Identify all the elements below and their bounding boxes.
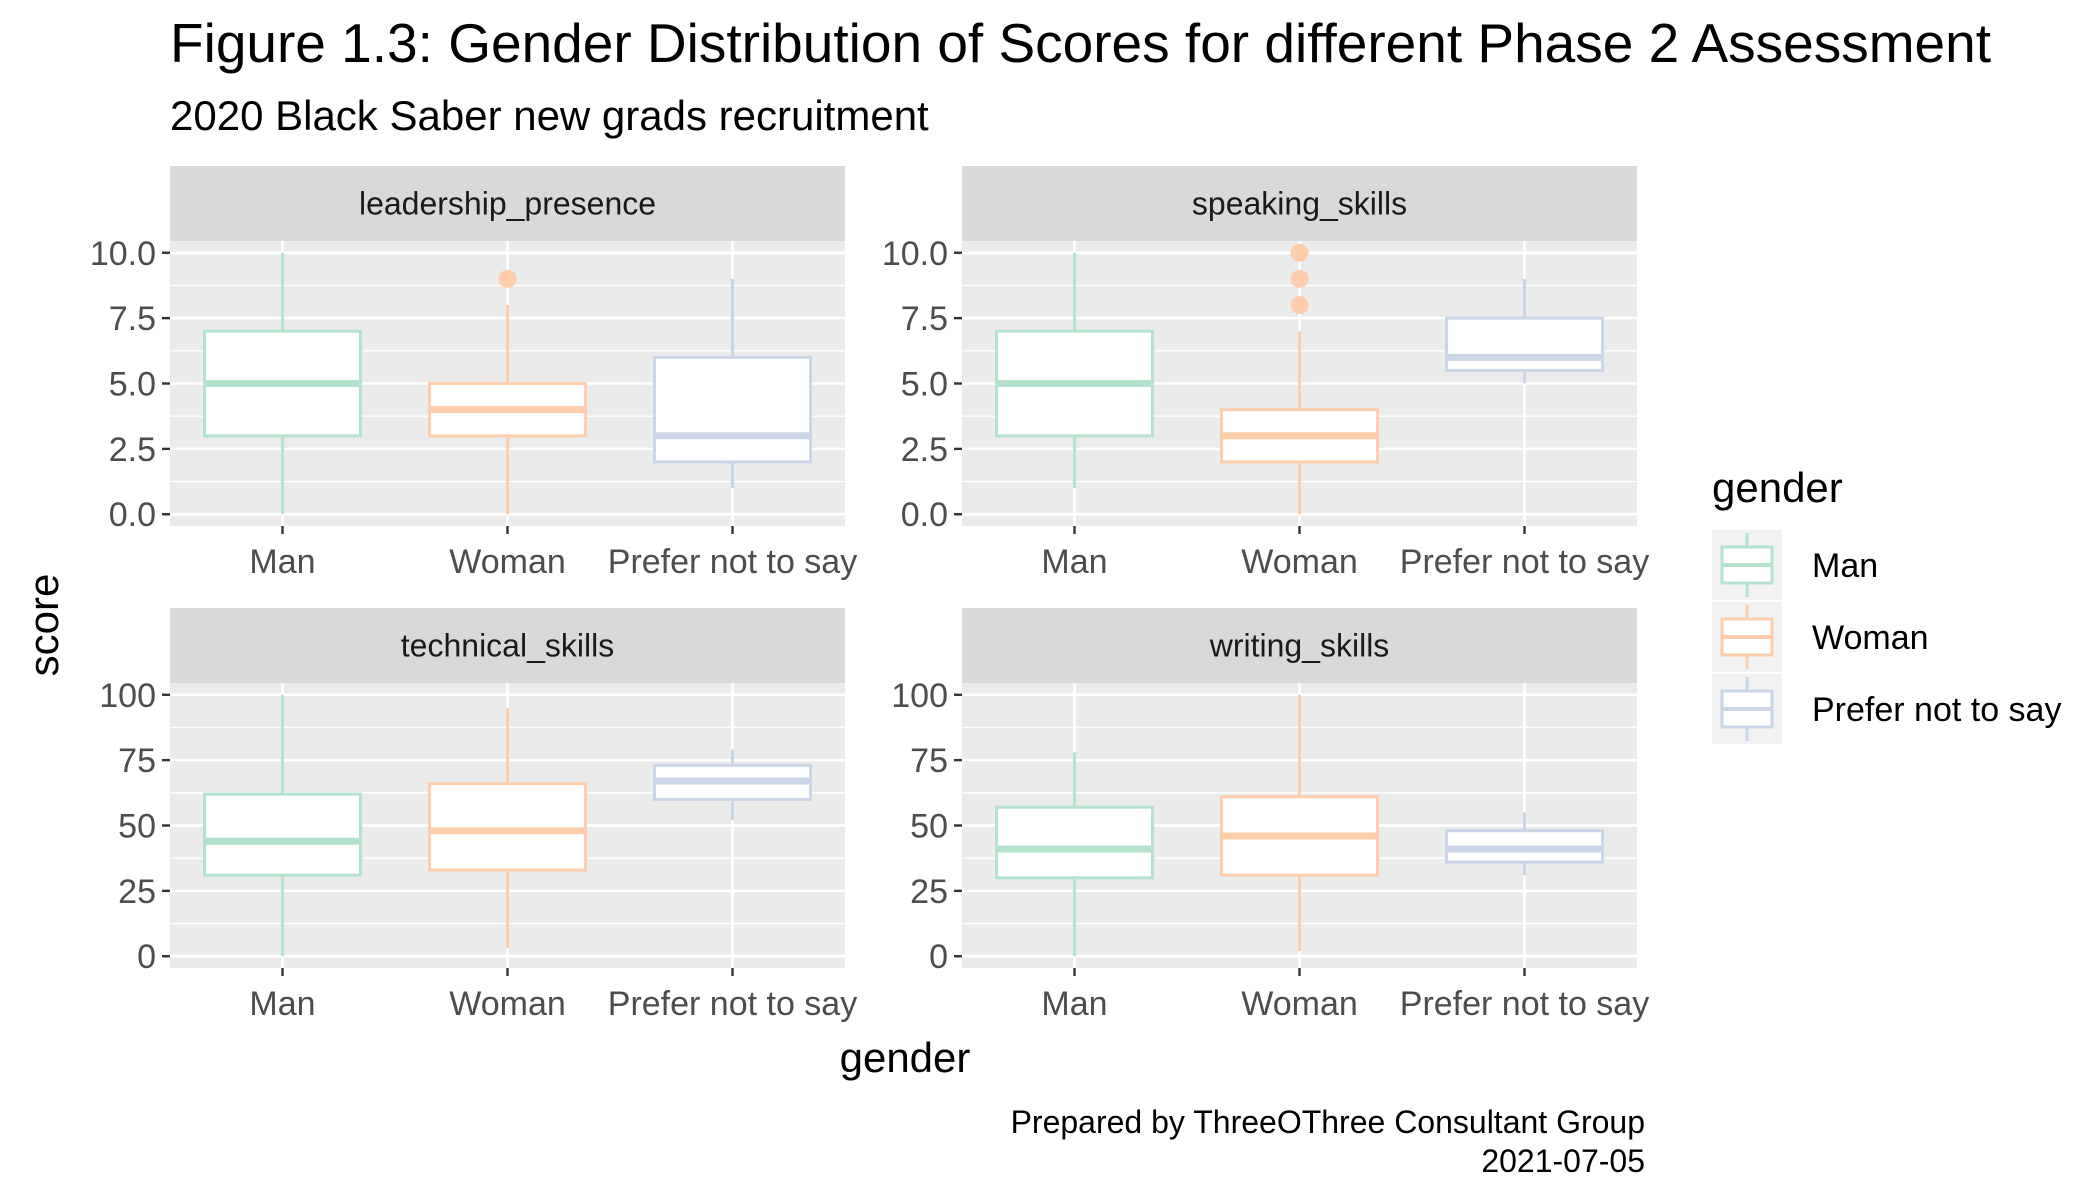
y-tick-label: 25: [118, 873, 156, 911]
outlier-point: [1290, 269, 1309, 288]
y-tick-label: 50: [910, 808, 948, 846]
boxplot-prefer-not-to-say: [653, 749, 812, 821]
box-iqr: [203, 792, 362, 877]
box-iqr: [428, 782, 587, 872]
box-iqr: [653, 355, 812, 464]
boxplot-woman: [428, 707, 587, 949]
y-tick-label: 5.0: [109, 366, 156, 404]
y-tick-label: 75: [910, 742, 948, 780]
x-tick-label: Prefer not to say: [608, 543, 857, 581]
boxplot-man: [203, 694, 362, 957]
x-tick-label: Prefer not to say: [1400, 543, 1649, 581]
boxplot-prefer-not-to-say: [1445, 812, 1604, 876]
x-axis-title: gender: [840, 1034, 971, 1081]
boxplot-prefer-not-to-say: [1445, 278, 1604, 384]
boxplot-woman: [1220, 243, 1379, 515]
boxplot-man: [203, 252, 362, 515]
outlier-point: [1290, 296, 1309, 315]
y-tick-label: 100: [891, 677, 948, 715]
y-tick-label: 50: [118, 808, 156, 846]
y-tick-label: 75: [118, 742, 156, 780]
boxplot-prefer-not-to-say: [653, 278, 812, 489]
facet-panel-speaking_skills: speaking_skills 0.0 2.5 5.0 7.5 10.0 Man Woman P…: [882, 166, 1649, 581]
y-tick-label: 7.5: [901, 300, 948, 338]
chart-subtitle: 2020 Black Saber new grads recruitment: [170, 92, 929, 139]
y-axis-title: score: [20, 574, 67, 677]
legend: gender Man Woman Prefer not to say: [1712, 464, 2061, 744]
x-tick-label: Woman: [1241, 985, 1358, 1023]
boxplot-man: [995, 252, 1154, 489]
legend-item-prefer-not-to-say: Prefer not to say: [1712, 674, 2061, 744]
facet-panel-leadership_presence: leadership_presence 0.0 2.5 5.0 7.5 10.0 Man Wo…: [90, 166, 857, 581]
y-tick-label: 0: [137, 938, 156, 976]
facet-strip: [962, 166, 1637, 241]
legend-label: Man: [1812, 547, 1878, 585]
legend-item-woman: Woman: [1712, 602, 1929, 672]
x-tick-label: Prefer not to say: [608, 985, 857, 1023]
y-tick-label: 0.0: [901, 496, 948, 534]
y-tick-label: 10.0: [882, 235, 948, 273]
x-tick-label: Man: [1041, 985, 1107, 1023]
legend-label: Prefer not to say: [1812, 691, 2061, 729]
facet-strip: [170, 608, 845, 683]
y-tick-label: 0: [929, 938, 948, 976]
facet-strip-label: leadership_presence: [359, 186, 656, 222]
legend-label: Woman: [1812, 619, 1929, 657]
x-tick-label: Man: [249, 543, 315, 581]
y-tick-label: 5.0: [901, 366, 948, 404]
facet-strip-label: writing_skills: [1209, 628, 1390, 664]
caption-line-1: Prepared by ThreeOThree Consultant Group: [1011, 1104, 1645, 1140]
y-tick-label: 2.5: [109, 431, 156, 469]
facet-strip: [962, 608, 1637, 683]
y-tick-label: 2.5: [901, 431, 948, 469]
y-tick-label: 10.0: [90, 235, 156, 273]
y-tick-label: 100: [99, 677, 156, 715]
facet-strip-label: speaking_skills: [1192, 186, 1407, 222]
caption-line-2: 2021-07-05: [1481, 1143, 1645, 1179]
x-tick-label: Woman: [449, 985, 566, 1023]
y-tick-label: 7.5: [109, 300, 156, 338]
outlier-point: [1290, 243, 1309, 262]
boxplot-woman: [1220, 694, 1379, 952]
x-tick-label: Prefer not to say: [1400, 985, 1649, 1023]
x-tick-label: Woman: [1241, 543, 1358, 581]
x-tick-label: Man: [1041, 543, 1107, 581]
outlier-point: [498, 269, 517, 288]
facet-panel-technical_skills: technical_skills 0 25 50 75 100 Man Woman Prefer…: [99, 608, 857, 1023]
boxplot-woman: [428, 269, 587, 515]
box-iqr: [995, 805, 1154, 880]
box-iqr: [1445, 316, 1604, 372]
y-tick-label: 25: [910, 873, 948, 911]
facet-panels: leadership_presence 0.0 2.5 5.0 7.5 10.0 Man Wo…: [90, 166, 1649, 1023]
y-tick-label: 0.0: [109, 496, 156, 534]
facet-strip: [170, 166, 845, 241]
x-tick-label: Man: [249, 985, 315, 1023]
facet-strip-label: technical_skills: [401, 628, 614, 664]
x-tick-label: Woman: [449, 543, 566, 581]
legend-title: gender: [1712, 464, 1843, 511]
legend-item-man: Man: [1712, 530, 1878, 600]
chart-title: Figure 1.3: Gender Distribution of Score…: [170, 12, 1991, 74]
boxplot-man: [995, 752, 1154, 957]
facet-panel-writing_skills: writing_skills 0 25 50 75 100 Man Woman Prefer n…: [891, 608, 1649, 1023]
